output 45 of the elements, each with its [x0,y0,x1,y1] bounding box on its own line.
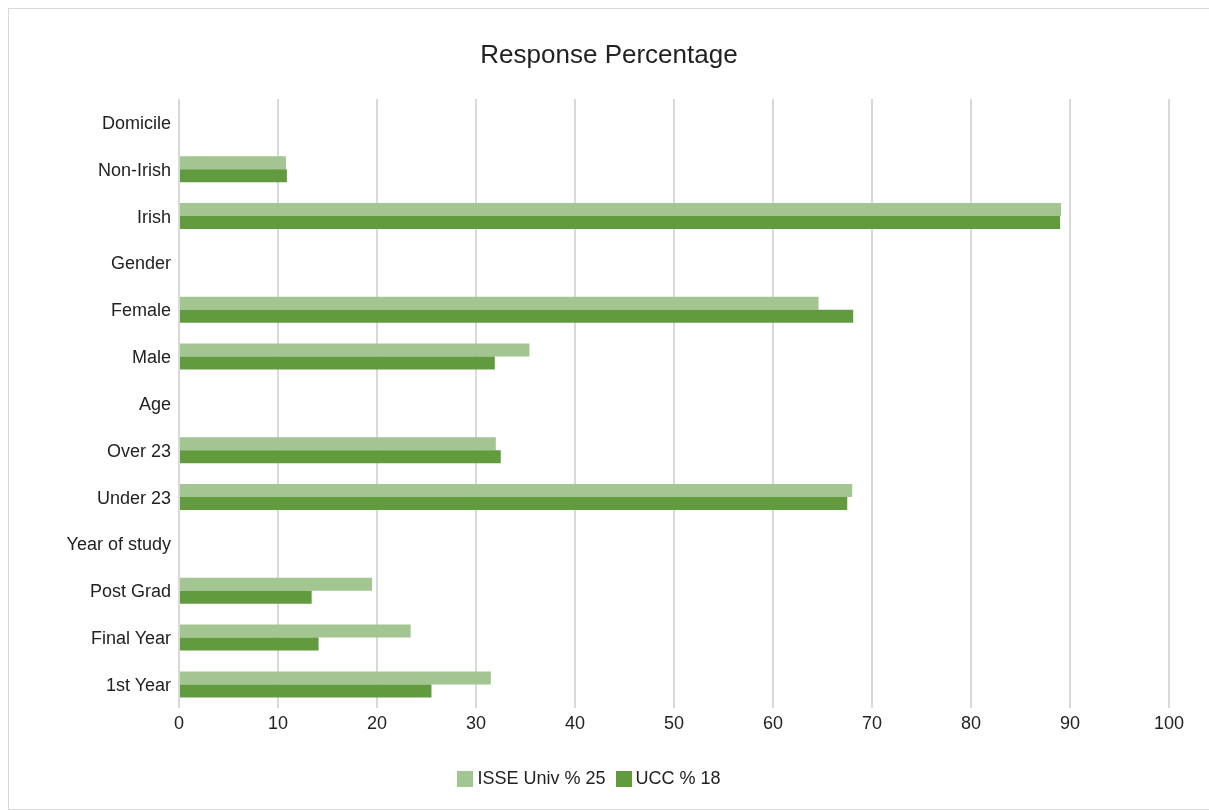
y-tick-label: Age [138,393,171,414]
legend-label: ISSE Univ % 25 [477,768,606,788]
x-tick-label: 60 [762,712,784,733]
x-tick-label: 40 [564,712,586,733]
x-tick-label: 80 [960,712,982,733]
x-tick-label: 20 [366,712,388,733]
bar [179,684,432,698]
y-tick-label: 1st Year [105,674,171,695]
y-tick-label: Year of study [66,534,171,555]
bar [179,484,853,498]
x-tick-label: 50 [663,712,685,733]
bar [179,637,319,651]
bar [179,216,1061,229]
x-tick-label: 0 [173,712,185,733]
bar [179,309,854,323]
bar [179,156,286,170]
y-tick-label: Under 23 [96,487,171,508]
bar [179,296,819,310]
bar [179,169,287,183]
x-tick-label: 30 [465,712,487,733]
chart-title: Response Percentage [479,39,739,70]
bar [179,450,501,464]
y-tick-label: Irish [136,206,171,227]
bar [179,437,496,451]
bar [179,203,1062,216]
y-tick-label: Male [131,347,171,368]
bar [179,356,495,370]
bar [179,343,530,357]
bar [179,590,312,604]
y-tick-label: Non-Irish [97,159,171,180]
bar [179,624,411,638]
x-tick-label: 100 [1153,712,1185,733]
y-tick-label: Post Grad [89,581,171,602]
y-tick-label: Over 23 [106,440,171,461]
bar [179,671,491,685]
x-tick-label: 90 [1059,712,1081,733]
bar [179,577,373,591]
y-tick-label: Final Year [90,628,171,649]
x-tick-label: 70 [861,712,883,733]
bar [179,497,848,511]
legend-label: UCC % 18 [635,768,721,788]
y-tick-label: Gender [110,253,171,274]
y-tick-label: Domicile [101,112,171,133]
x-tick-label: 10 [267,712,289,733]
y-tick-label: Female [110,300,171,321]
